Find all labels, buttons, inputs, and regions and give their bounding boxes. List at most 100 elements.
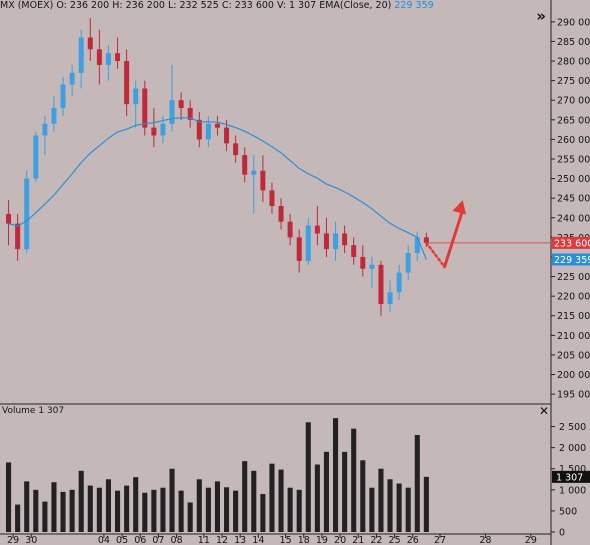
volume-bar [214, 481, 221, 532]
volume-bar [342, 451, 348, 532]
volume-bar [296, 489, 302, 532]
price-tick-label: 285 000 [557, 37, 590, 48]
open-label: O: [56, 0, 67, 11]
candle-body [60, 84, 66, 109]
candle [351, 237, 357, 265]
volume-bar [15, 504, 21, 532]
high-value: 236 200 [125, 0, 165, 11]
candle [414, 231, 420, 261]
candle-body [414, 237, 420, 254]
candle-body [369, 264, 375, 269]
volume-bar [351, 428, 357, 532]
date-tick-label: 14 [252, 535, 264, 545]
candle [214, 115, 220, 136]
candle [387, 280, 393, 312]
date-tick-label: 27 [434, 535, 446, 545]
volume-bar [378, 468, 384, 532]
candle-body [24, 178, 30, 250]
candle [142, 80, 148, 136]
candle-body [323, 233, 329, 250]
double-chevron-right-icon[interactable]: » [536, 7, 546, 25]
date-tick-label: 07 [152, 535, 164, 545]
price-tick-label: 280 000 [557, 57, 590, 68]
volume-tick-label: 1 500 [559, 464, 586, 475]
candle-body [151, 127, 157, 136]
volume-bar [287, 487, 293, 532]
date-tick-label: 22 [370, 535, 382, 545]
close-value: 233 600 [234, 0, 274, 11]
volume-bar [87, 485, 93, 532]
volume-panel-value: 1 307 [38, 406, 65, 416]
candle-body [6, 213, 12, 224]
volume-bar [251, 470, 257, 532]
candle-body [96, 49, 102, 65]
candle-body [196, 119, 202, 140]
candle-body [305, 225, 311, 261]
candle-body [287, 221, 293, 238]
candle-body [351, 245, 357, 257]
volume-tick-label: 1 000 [559, 485, 586, 496]
volume-bar [51, 482, 57, 532]
price-tick-label: 195 000 [557, 390, 590, 401]
price-tick-label: 290 000 [557, 17, 590, 28]
candle-body [387, 292, 393, 304]
volume-bar [5, 462, 12, 532]
candle-body [15, 223, 21, 250]
volume-bar [133, 477, 139, 532]
open-value: 236 200 [69, 0, 110, 11]
candle-body [342, 233, 348, 246]
volume-bar [260, 494, 266, 532]
date-tick-label: 29 [7, 535, 19, 545]
candle [360, 245, 366, 277]
volume-bar [405, 487, 411, 532]
date-tick-label: 08 [171, 535, 183, 545]
candle-body [242, 155, 248, 175]
candle-body [51, 108, 57, 124]
volume-tag [552, 470, 590, 483]
date-tick-label: 18 [298, 535, 310, 545]
volume-tag-label: 1 307 [556, 472, 583, 483]
price-tick-label: 215 000 [557, 311, 590, 322]
candle-body [78, 37, 84, 73]
candle-body [133, 88, 139, 105]
volume-bar [187, 502, 193, 532]
volume-bar [105, 479, 112, 532]
close-label: C: [221, 0, 232, 11]
volume-bar [423, 476, 429, 532]
ema-label: EMA(Close, 20) [319, 0, 392, 11]
date-tick-label: 29 [525, 535, 537, 545]
volume-value: 1 307 [288, 0, 317, 11]
volume-bar [360, 460, 366, 532]
date-tick-label: 30 [25, 535, 37, 545]
candle [69, 64, 75, 97]
candle [96, 29, 102, 85]
volume-tick-label: 2 000 [559, 443, 586, 454]
candle-body [423, 237, 429, 243]
date-tick-label: 11 [198, 535, 210, 545]
volume-bar [414, 434, 420, 532]
volume-bar [369, 487, 375, 532]
price-tick-label: 240 000 [557, 213, 590, 224]
candle [87, 17, 93, 62]
candle [115, 37, 121, 69]
candle [178, 92, 184, 120]
volume-bar [114, 490, 121, 532]
volume-bar [278, 469, 284, 532]
candle [323, 217, 329, 257]
high-label: H: [112, 0, 123, 11]
candle-body [87, 37, 93, 50]
close-icon[interactable]: ✕ [538, 404, 549, 418]
candle-body [251, 170, 257, 175]
date-tick-label: 28 [479, 535, 491, 545]
volume-bar [42, 501, 48, 532]
symbol-name: MX (MOEX) [0, 0, 54, 11]
price-tick-label: 225 000 [557, 272, 590, 283]
candle [151, 108, 157, 148]
candle [15, 213, 21, 261]
ema-tag [552, 253, 590, 266]
price-tick-label: 255 000 [557, 154, 590, 165]
low-label: L: [167, 0, 177, 11]
candle [296, 229, 302, 273]
volume-bar [78, 470, 84, 532]
